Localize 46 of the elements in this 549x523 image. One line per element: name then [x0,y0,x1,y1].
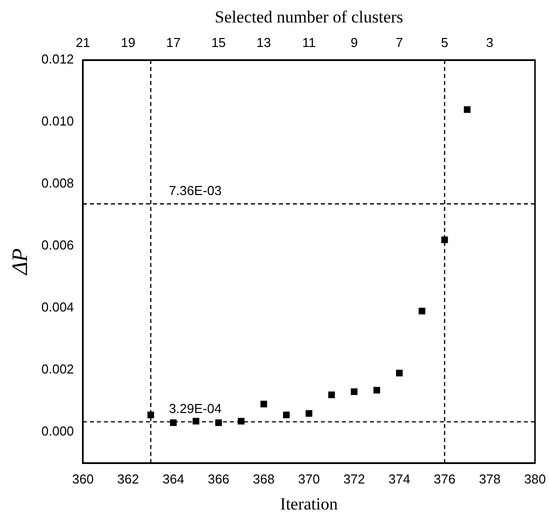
point [464,106,471,113]
x2-tick-label: 7 [396,34,403,50]
point [350,388,358,396]
x-tick-label: 370 [298,471,320,486]
x2-tick-label: 19 [120,34,136,50]
point [373,386,380,394]
x2-axis-title: Selected number of clusters [214,8,404,27]
point [328,391,335,398]
x-tick-label: 362 [117,471,139,486]
x-tick-label: 368 [252,471,275,486]
x-tick-label: 372 [343,471,366,486]
point [418,308,426,314]
point [260,400,268,408]
y-tick-label: 0.006 [41,238,74,253]
x2-tick-label: 3 [486,34,494,50]
x-axis-title: Iteration [280,494,338,514]
point [441,236,448,244]
x2-tick-label: 9 [350,34,358,50]
y-tick-label: 0.000 [41,424,74,439]
ref-line-label: 3.29E-04 [168,400,222,416]
y-axis-title: ΔP [6,248,32,276]
point [215,419,222,426]
y-tick-label: 0.010 [41,114,74,129]
y-tick-label: 0.012 [41,52,74,67]
point [192,418,200,424]
point [396,370,403,376]
x2-tick-label: 21 [76,34,90,50]
y-tick-label: 0.008 [41,176,74,191]
x-tick-label: 366 [208,471,230,486]
point [147,412,154,418]
x-tick-label: 376 [434,471,456,486]
ref-line-label: 7.36E-03 [168,182,222,198]
point [306,410,312,417]
x2-tick-label: 15 [211,34,226,50]
y-tick-label: 0.002 [41,362,74,377]
point [283,412,290,418]
x2-tick-label: 11 [302,34,316,50]
x2-tick-label: 13 [256,34,271,50]
x-tick-label: 374 [388,471,410,486]
x2-tick-label: 5 [440,34,448,50]
x-tick-label: 380 [524,471,546,486]
x-tick-label: 378 [478,471,501,486]
y-tick-label: 0.004 [41,300,74,315]
x2-tick-label: 17 [166,34,181,50]
x-tick-label: 360 [72,471,94,486]
x-tick-label: 364 [162,471,184,486]
